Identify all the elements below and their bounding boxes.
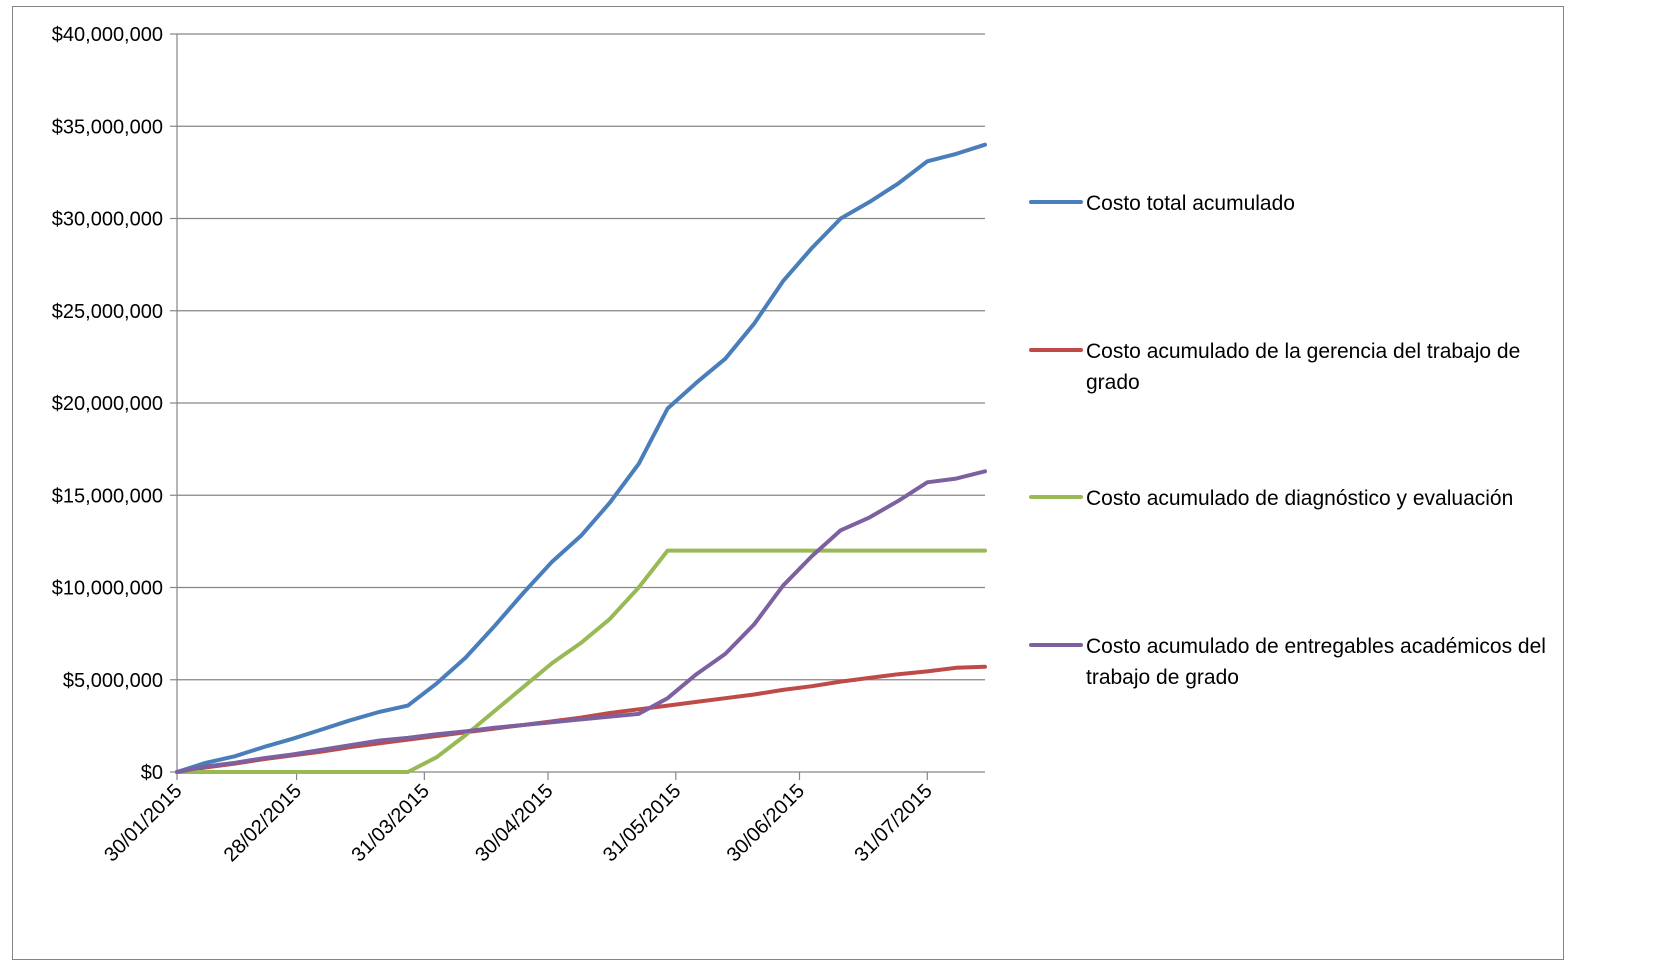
y-tick-label: $25,000,000 [52,301,163,323]
x-tick-label: 30/04/2015 [471,780,557,866]
series-line [175,548,987,774]
y-tick-label: $0 [141,762,163,784]
y-tick-label: $35,000,000 [52,116,163,138]
legend-label: Costo acumulado de diagnóstico y evaluac… [1086,487,1513,510]
legend-label: Costo acumulado de entregables académico… [1086,635,1546,658]
legend: Costo total acumulado Costo acumulado de … [1029,192,1546,689]
y-tick-label: $30,000,000 [52,209,163,231]
series-line [175,142,987,774]
axes [170,33,985,780]
legend-label: grado [1086,371,1140,394]
x-tick-label: 30/01/2015 [100,780,186,866]
x-tick-labels: 30/01/2015 28/02/2015 31/03/2015 30/04/2015… [100,780,937,866]
x-tick-label: 30/06/2015 [723,780,809,866]
y-tick-label: $10,000,000 [52,578,163,600]
series-lines [175,142,987,774]
legend-label: Costo total acumulado [1086,192,1295,215]
y-tick-label: $20,000,000 [52,393,163,415]
y-tick-labels: $0 $5,000,000 $10,000,000 $15,000,000 $20,00… [52,24,163,784]
legend-item: Costo acumulado de entregables académico… [1029,635,1546,689]
x-tick-label: 31/07/2015 [850,780,936,866]
x-tick-label: 31/03/2015 [348,780,434,866]
legend-label: Costo acumulado de la gerencia del traba… [1086,340,1520,363]
y-tick-label: $15,000,000 [52,485,163,507]
gridlines [177,33,985,681]
series-line [175,469,987,774]
y-tick-label: $5,000,000 [63,670,163,692]
legend-item: Costo acumulado de la gerencia del traba… [1029,340,1520,394]
legend-item: Costo total acumulado [1029,192,1295,215]
x-tick-label: 31/05/2015 [599,780,685,866]
line-chart: $0 $5,000,000 $10,000,000 $15,000,000 $20,00… [52,24,1546,866]
y-tick-label: $40,000,000 [52,24,163,46]
chart-frame: $0 $5,000,000 $10,000,000 $15,000,000 $20,00… [12,6,1564,960]
legend-item: Costo acumulado de diagnóstico y evaluac… [1029,487,1513,510]
x-tick-label: 28/02/2015 [220,780,306,866]
legend-label: trabajo de grado [1086,666,1239,689]
